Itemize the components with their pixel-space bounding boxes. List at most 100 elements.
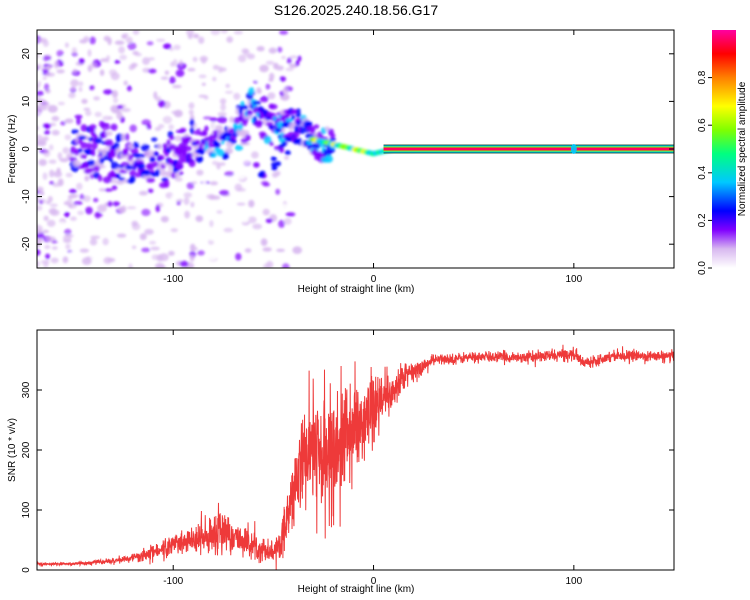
noise-blob bbox=[259, 64, 269, 73]
noise-blob bbox=[108, 69, 117, 76]
noise-blob bbox=[103, 35, 111, 42]
noise-blob bbox=[199, 55, 208, 63]
x-tick-label: -100 bbox=[163, 274, 183, 285]
ridge-blob bbox=[122, 148, 129, 154]
noise-blob bbox=[37, 134, 43, 143]
ridge-blob bbox=[87, 159, 95, 167]
noise-blob bbox=[149, 240, 157, 245]
noise-blob bbox=[275, 188, 281, 195]
noise-blob bbox=[205, 31, 210, 36]
noise-blob bbox=[207, 82, 216, 90]
noise-blob bbox=[62, 256, 69, 264]
noise-blob bbox=[37, 186, 44, 192]
ridge-branch-blob bbox=[278, 147, 285, 153]
noise-blob bbox=[79, 248, 90, 253]
ridge-branch-blob bbox=[258, 172, 265, 178]
ridge-blob bbox=[220, 140, 225, 145]
noise-blob bbox=[108, 58, 114, 63]
ridge-blob bbox=[330, 133, 336, 138]
noise-blob bbox=[71, 47, 77, 55]
noise-blob bbox=[170, 194, 180, 201]
noise-blob bbox=[268, 47, 277, 54]
noise-blob bbox=[169, 76, 176, 84]
ridge-blob bbox=[111, 185, 118, 191]
noise-blob bbox=[260, 238, 268, 246]
ridge-blob bbox=[108, 157, 113, 163]
noise-blob bbox=[94, 111, 102, 118]
ridge-blob bbox=[242, 130, 250, 136]
ridge-blob bbox=[191, 150, 196, 159]
noise-blob bbox=[89, 173, 94, 180]
noise-blob bbox=[175, 69, 185, 77]
noise-blob bbox=[99, 69, 105, 76]
ridge-blob bbox=[137, 153, 146, 158]
noise-blob bbox=[37, 111, 43, 115]
noise-blob bbox=[42, 55, 52, 62]
ridge-blob bbox=[99, 157, 105, 164]
ridge-blob bbox=[128, 170, 137, 176]
ridge-blob bbox=[305, 133, 314, 139]
noise-blob bbox=[148, 68, 157, 74]
noise-blob bbox=[37, 224, 43, 233]
x-tick-label: -100 bbox=[163, 576, 183, 587]
noise-blob bbox=[202, 180, 207, 187]
noise-blob bbox=[157, 265, 167, 268]
noise-blob bbox=[190, 201, 195, 208]
ridge-blob bbox=[147, 188, 154, 193]
ridge-blob bbox=[214, 141, 221, 149]
snr-y-label: SNR (10 * v/v) bbox=[7, 418, 18, 482]
noise-blob bbox=[280, 95, 288, 100]
ridge-blob bbox=[157, 143, 162, 150]
noise-blob bbox=[210, 30, 221, 36]
noise-blob bbox=[184, 210, 191, 219]
noise-blob bbox=[282, 263, 290, 268]
ridge-blob bbox=[118, 176, 126, 181]
noise-blob bbox=[141, 247, 151, 253]
noise-blob bbox=[116, 233, 127, 238]
noise-blob bbox=[146, 41, 154, 46]
noise-blob bbox=[37, 80, 42, 87]
noise-blob bbox=[37, 153, 41, 158]
carrier-blip bbox=[570, 144, 577, 154]
noise-blob bbox=[65, 243, 71, 250]
y-tick-label: -20 bbox=[21, 237, 32, 252]
noise-blob bbox=[186, 182, 195, 190]
ridge-blob bbox=[166, 139, 171, 145]
noise-blob bbox=[64, 118, 74, 124]
ridge-blob bbox=[325, 155, 333, 163]
noise-blob bbox=[131, 220, 138, 227]
ridge-blob bbox=[139, 190, 148, 196]
ridge-blob bbox=[245, 134, 251, 142]
ridge-blob bbox=[259, 95, 269, 103]
noise-blob bbox=[37, 63, 43, 69]
ridge-blob bbox=[323, 148, 328, 157]
noise-blob bbox=[160, 216, 169, 223]
ridge-blob bbox=[268, 103, 278, 110]
noise-blob bbox=[110, 123, 118, 131]
noise-blob bbox=[56, 69, 65, 74]
ridge-blob bbox=[175, 162, 184, 170]
noise-blob bbox=[126, 206, 137, 210]
noise-blob bbox=[233, 30, 243, 35]
ridge-blob bbox=[227, 132, 232, 138]
noise-blob bbox=[78, 86, 83, 92]
colorbar: 0.0 0.2 0.4 0.6 0.8 Normalized spectral ampl… bbox=[697, 30, 748, 275]
ridge-blob bbox=[146, 177, 156, 183]
noise-blob bbox=[276, 248, 285, 252]
noise-blob bbox=[61, 55, 71, 63]
noise-blob bbox=[43, 149, 51, 158]
noise-blob bbox=[114, 60, 121, 64]
noise-blob bbox=[49, 149, 55, 158]
noise-blob bbox=[63, 201, 70, 206]
ridge-blob bbox=[204, 125, 209, 132]
noise-blob bbox=[198, 94, 207, 98]
noise-blob bbox=[51, 115, 60, 122]
ridge-blob bbox=[256, 87, 262, 94]
ridge-blob bbox=[306, 121, 313, 128]
ridge-blob bbox=[99, 131, 108, 139]
ridge-blob bbox=[158, 154, 165, 161]
noise-blob bbox=[179, 59, 183, 67]
noise-blob bbox=[69, 189, 77, 194]
ridge-blob bbox=[135, 172, 141, 178]
